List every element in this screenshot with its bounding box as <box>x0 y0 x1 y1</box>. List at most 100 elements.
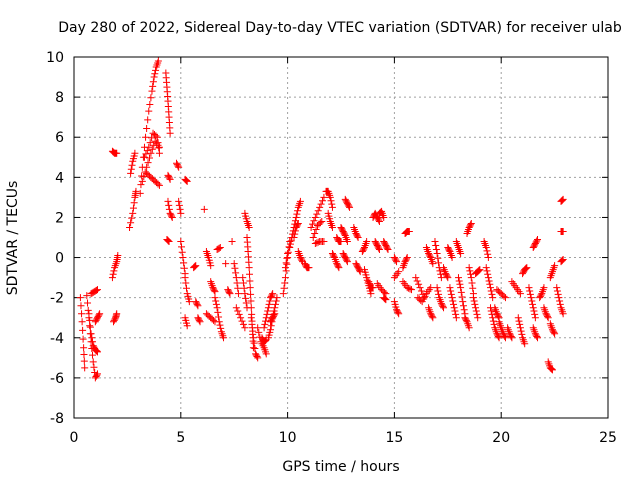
data-point <box>380 213 388 221</box>
track-arc-05 <box>91 310 104 326</box>
data-point <box>394 308 402 316</box>
data-point <box>521 340 529 348</box>
track-arc-22 <box>181 274 193 306</box>
data-point <box>487 284 495 292</box>
data-point <box>501 334 509 342</box>
data-point <box>225 288 233 296</box>
data-point <box>316 203 324 211</box>
data-point <box>455 277 463 285</box>
data-point <box>501 294 509 302</box>
data-point <box>150 73 158 81</box>
data-point <box>144 116 152 124</box>
y-tick-label: 0 <box>55 251 64 267</box>
data-point <box>558 197 566 205</box>
data-point <box>415 280 423 288</box>
track-arc-42 <box>247 314 262 362</box>
data-point <box>318 217 326 225</box>
data-point <box>226 290 234 298</box>
data-point <box>314 238 322 246</box>
track-arc-07 <box>110 310 121 326</box>
data-point <box>494 312 502 320</box>
data-point <box>454 274 462 282</box>
track-arc-75 <box>390 254 401 266</box>
data-point <box>395 268 403 276</box>
data-point <box>537 291 545 299</box>
data-point <box>465 264 473 272</box>
data-point <box>341 230 349 238</box>
data-point <box>147 94 155 102</box>
data-point <box>80 344 88 352</box>
track-arc-90 <box>452 238 465 258</box>
data-point <box>433 250 441 258</box>
data-point <box>435 259 443 267</box>
data-point <box>475 266 483 274</box>
data-point <box>130 199 138 207</box>
track-arc-98 <box>482 264 497 302</box>
data-point <box>149 78 157 86</box>
track-arc-27 <box>194 314 204 326</box>
data-point <box>459 302 467 310</box>
data-point <box>273 294 281 302</box>
data-point <box>526 290 534 298</box>
data-point <box>255 328 263 336</box>
data-point <box>182 177 190 185</box>
track-arc-114 <box>546 262 559 282</box>
data-point <box>412 274 420 282</box>
data-point <box>291 227 299 235</box>
data-point <box>343 256 351 264</box>
data-point <box>558 256 566 264</box>
data-point <box>335 264 343 272</box>
track-arc-51 <box>290 219 302 241</box>
data-point <box>470 297 478 305</box>
data-point <box>249 344 257 352</box>
track-arc-63 <box>341 195 354 211</box>
data-point <box>313 210 321 218</box>
track-arc-44 <box>258 334 270 346</box>
data-point <box>178 248 186 256</box>
data-point <box>420 294 428 302</box>
data-point <box>380 288 388 296</box>
data-point <box>245 264 253 272</box>
track-arc-116 <box>557 195 567 205</box>
data-point <box>434 287 442 295</box>
data-point <box>330 252 338 260</box>
data-point <box>264 304 272 312</box>
track-arc-30 <box>207 278 219 296</box>
data-point <box>484 270 492 278</box>
data-point <box>403 284 411 292</box>
data-point <box>210 316 218 324</box>
data-point <box>483 247 491 255</box>
data-point <box>92 286 100 294</box>
data-point <box>228 238 236 246</box>
track-arc-56 <box>311 238 328 248</box>
data-point <box>80 350 88 358</box>
data-point <box>533 237 541 245</box>
data-point <box>242 294 250 302</box>
data-point <box>554 290 562 298</box>
data-points <box>76 57 567 382</box>
data-point <box>311 213 319 221</box>
track-arc-09 <box>126 187 140 231</box>
data-point <box>531 314 539 322</box>
data-point <box>294 207 302 215</box>
track-arc-95 <box>469 294 482 322</box>
track-arc-99 <box>487 304 503 342</box>
track-arc-41 <box>243 234 257 352</box>
track-arc-17 <box>164 197 176 221</box>
data-point <box>147 149 155 157</box>
data-point <box>457 250 465 258</box>
data-point <box>523 264 531 272</box>
data-point <box>556 297 564 305</box>
data-point <box>247 290 255 298</box>
track-arc-48 <box>279 238 294 298</box>
data-point <box>320 193 328 201</box>
data-point <box>168 213 176 221</box>
data-point <box>309 220 317 228</box>
track-arc-34 <box>222 260 230 268</box>
data-point <box>246 284 254 292</box>
data-point <box>183 177 191 185</box>
data-point <box>548 365 556 373</box>
data-point <box>484 274 492 282</box>
data-point <box>165 174 173 182</box>
data-point <box>312 225 320 233</box>
